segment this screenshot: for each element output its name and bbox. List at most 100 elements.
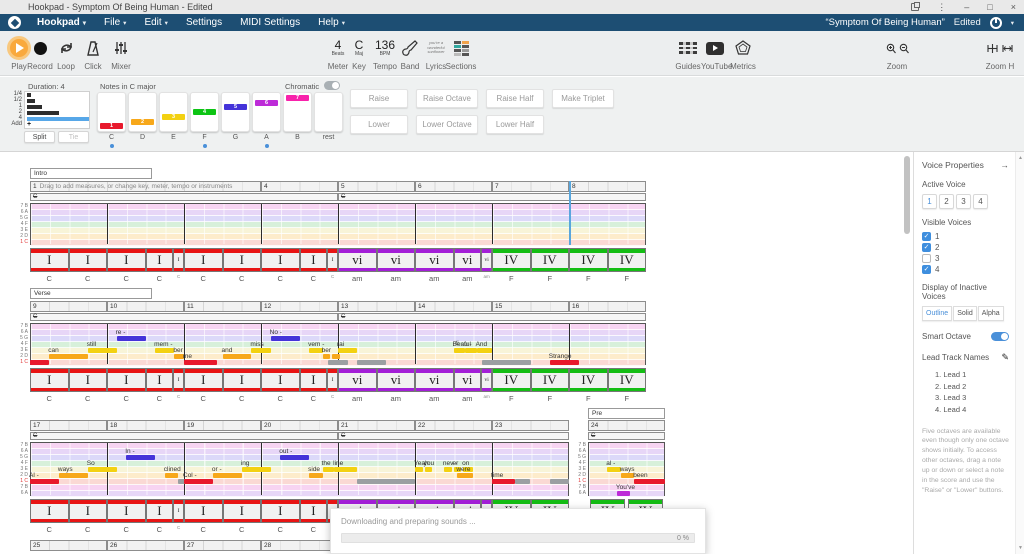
menu-item-help[interactable]: Help▾ — [309, 14, 354, 31]
split-button[interactable]: Split — [24, 131, 55, 143]
note-bar[interactable] — [425, 467, 433, 472]
score-scrollbar-thumb[interactable] — [904, 156, 910, 234]
measure-ruler-cell[interactable]: 15 — [492, 301, 569, 312]
chord-cell-vi[interactable]: vi — [454, 368, 482, 392]
measure-ruler-cell[interactable]: 5 — [338, 181, 415, 192]
measure-ruler-cell[interactable]: 1Drag to add measures, or change key, me… — [30, 181, 261, 192]
measure-ruler-cell[interactable]: 8 — [569, 181, 646, 192]
chord-cell-I[interactable]: I — [261, 248, 300, 272]
note-bar[interactable] — [334, 467, 357, 472]
note-card-E[interactable]: 3 — [159, 92, 188, 132]
chord-cell-vi[interactable]: vi — [338, 368, 377, 392]
scroll-up-icon[interactable]: ▲ — [1016, 155, 1024, 161]
measure-ruler-cell[interactable]: 4 — [261, 181, 338, 192]
chord-cell-I[interactable]: I — [173, 248, 184, 272]
measure-ruler-cell[interactable]: 22 — [415, 420, 492, 431]
tie-button[interactable]: Tie — [58, 131, 89, 143]
note-bar[interactable] — [607, 467, 620, 472]
measure-ruler-cell[interactable]: 24 — [588, 420, 665, 431]
measure-ruler-cell[interactable]: 25 — [30, 540, 107, 551]
note-bar[interactable] — [30, 479, 59, 484]
action-make-triplet[interactable]: Make Triplet — [552, 89, 614, 108]
note-bar[interactable] — [30, 360, 49, 365]
metrics-button[interactable]: Metrics — [728, 36, 758, 71]
visible-voice-checkbox-2[interactable]: ✓ — [922, 243, 931, 252]
note-bar[interactable] — [242, 467, 271, 472]
active-voice-button-2[interactable]: 2 — [939, 194, 954, 209]
note-bar[interactable] — [332, 354, 340, 359]
key-signature-strip[interactable]: C — [338, 193, 646, 201]
chord-cell-IV[interactable]: IV — [608, 248, 647, 272]
note-bar[interactable] — [126, 455, 155, 460]
note-bar[interactable] — [280, 455, 309, 460]
chord-cell-I[interactable]: I — [69, 499, 108, 523]
scroll-down-icon[interactable]: ▼ — [1016, 545, 1024, 551]
chord-cell-I[interactable]: I — [146, 499, 174, 523]
key-button[interactable]: C Maj Key — [347, 36, 371, 71]
measure-ruler-cell[interactable]: 21 — [338, 420, 415, 431]
action-lower-octave[interactable]: Lower Octave — [416, 115, 478, 134]
note-bar[interactable] — [88, 467, 117, 472]
page-scrollbar[interactable]: ▲ ▼ — [1015, 152, 1024, 554]
note-bar[interactable] — [357, 360, 386, 365]
chord-cell-IV[interactable]: IV — [492, 248, 531, 272]
chord-cell-I[interactable]: I — [107, 499, 146, 523]
note-bar[interactable] — [617, 491, 630, 496]
note-card-D[interactable]: 2 — [128, 92, 157, 132]
note-bar[interactable] — [621, 473, 634, 478]
mixer-button[interactable]: Mixer — [103, 36, 139, 71]
chord-cell-I[interactable]: I — [107, 368, 146, 392]
chord-cell-IV[interactable]: IV — [492, 368, 531, 392]
band-button[interactable]: Band — [396, 36, 424, 71]
chord-cell-I[interactable]: I — [30, 368, 69, 392]
action-raise-octave[interactable]: Raise Octave — [416, 89, 478, 108]
note-bar[interactable] — [482, 360, 530, 365]
note-bar[interactable] — [457, 473, 472, 478]
duration-selector[interactable]: + — [24, 91, 90, 129]
measure-ruler-cell[interactable]: 14 — [415, 301, 492, 312]
action-raise-half[interactable]: Raise Half — [486, 89, 544, 108]
chord-cell-I[interactable]: I — [261, 368, 300, 392]
score-canvas[interactable]: Intro1Drag to add measures, or change ke… — [0, 152, 913, 554]
visible-voice-checkbox-3[interactable] — [922, 254, 931, 263]
zoom-buttons[interactable]: Zoom — [882, 36, 912, 71]
duration-bar-row[interactable]: + — [25, 122, 89, 128]
measure-ruler-cell[interactable]: 13 — [338, 301, 415, 312]
action-lower-half[interactable]: Lower Half — [486, 115, 544, 134]
account-icon[interactable] — [990, 17, 1002, 29]
extension-icon[interactable] — [911, 3, 919, 11]
chord-cell-I[interactable]: I — [30, 499, 69, 523]
chord-cell-I[interactable]: I — [146, 368, 174, 392]
collapse-panel-icon[interactable]: → — [1001, 160, 1010, 170]
measure-ruler-cell[interactable]: 26 — [107, 540, 184, 551]
menu-item-hookpad[interactable]: Hookpad▾ — [28, 14, 95, 31]
chord-cell-I[interactable]: I — [69, 248, 108, 272]
note-bar[interactable] — [550, 360, 579, 365]
loop-button[interactable]: Loop — [51, 36, 81, 71]
visible-voice-checkbox-1[interactable]: ✓ — [922, 232, 931, 241]
chord-cell-I[interactable]: I — [261, 499, 300, 523]
display-mode-alpha[interactable]: Alpha — [978, 306, 1004, 321]
chord-cell-vi[interactable]: vi — [415, 248, 454, 272]
chord-cell-I[interactable]: I — [184, 499, 223, 523]
chord-cell-I[interactable]: I — [223, 368, 262, 392]
display-mode-outline[interactable]: Outline — [922, 306, 952, 321]
display-mode-solid[interactable]: Solid — [953, 306, 977, 321]
note-bar[interactable] — [117, 336, 146, 341]
smart-octave-toggle[interactable] — [991, 332, 1009, 341]
chord-cell-I[interactable]: I — [184, 248, 223, 272]
action-lower[interactable]: Lower — [350, 115, 408, 134]
edit-lead-names-icon[interactable]: ✎ — [1001, 352, 1009, 363]
measure-ruler-cell[interactable]: 23 — [492, 420, 569, 431]
note-bar[interactable] — [338, 348, 357, 353]
note-card-F[interactable]: 4 — [190, 92, 219, 132]
chord-cell-I[interactable]: I — [223, 499, 262, 523]
chord-cell-I[interactable]: I — [107, 248, 146, 272]
note-bar[interactable] — [515, 479, 530, 484]
measure-ruler-cell[interactable]: 9 — [30, 301, 107, 312]
sections-button[interactable]: Sections — [444, 36, 478, 71]
chord-cell-IV[interactable]: IV — [569, 368, 608, 392]
note-grid[interactable] — [30, 203, 646, 245]
menu-item-settings[interactable]: Settings — [177, 14, 231, 31]
account-caret-icon[interactable]: ▾ — [1011, 19, 1014, 27]
